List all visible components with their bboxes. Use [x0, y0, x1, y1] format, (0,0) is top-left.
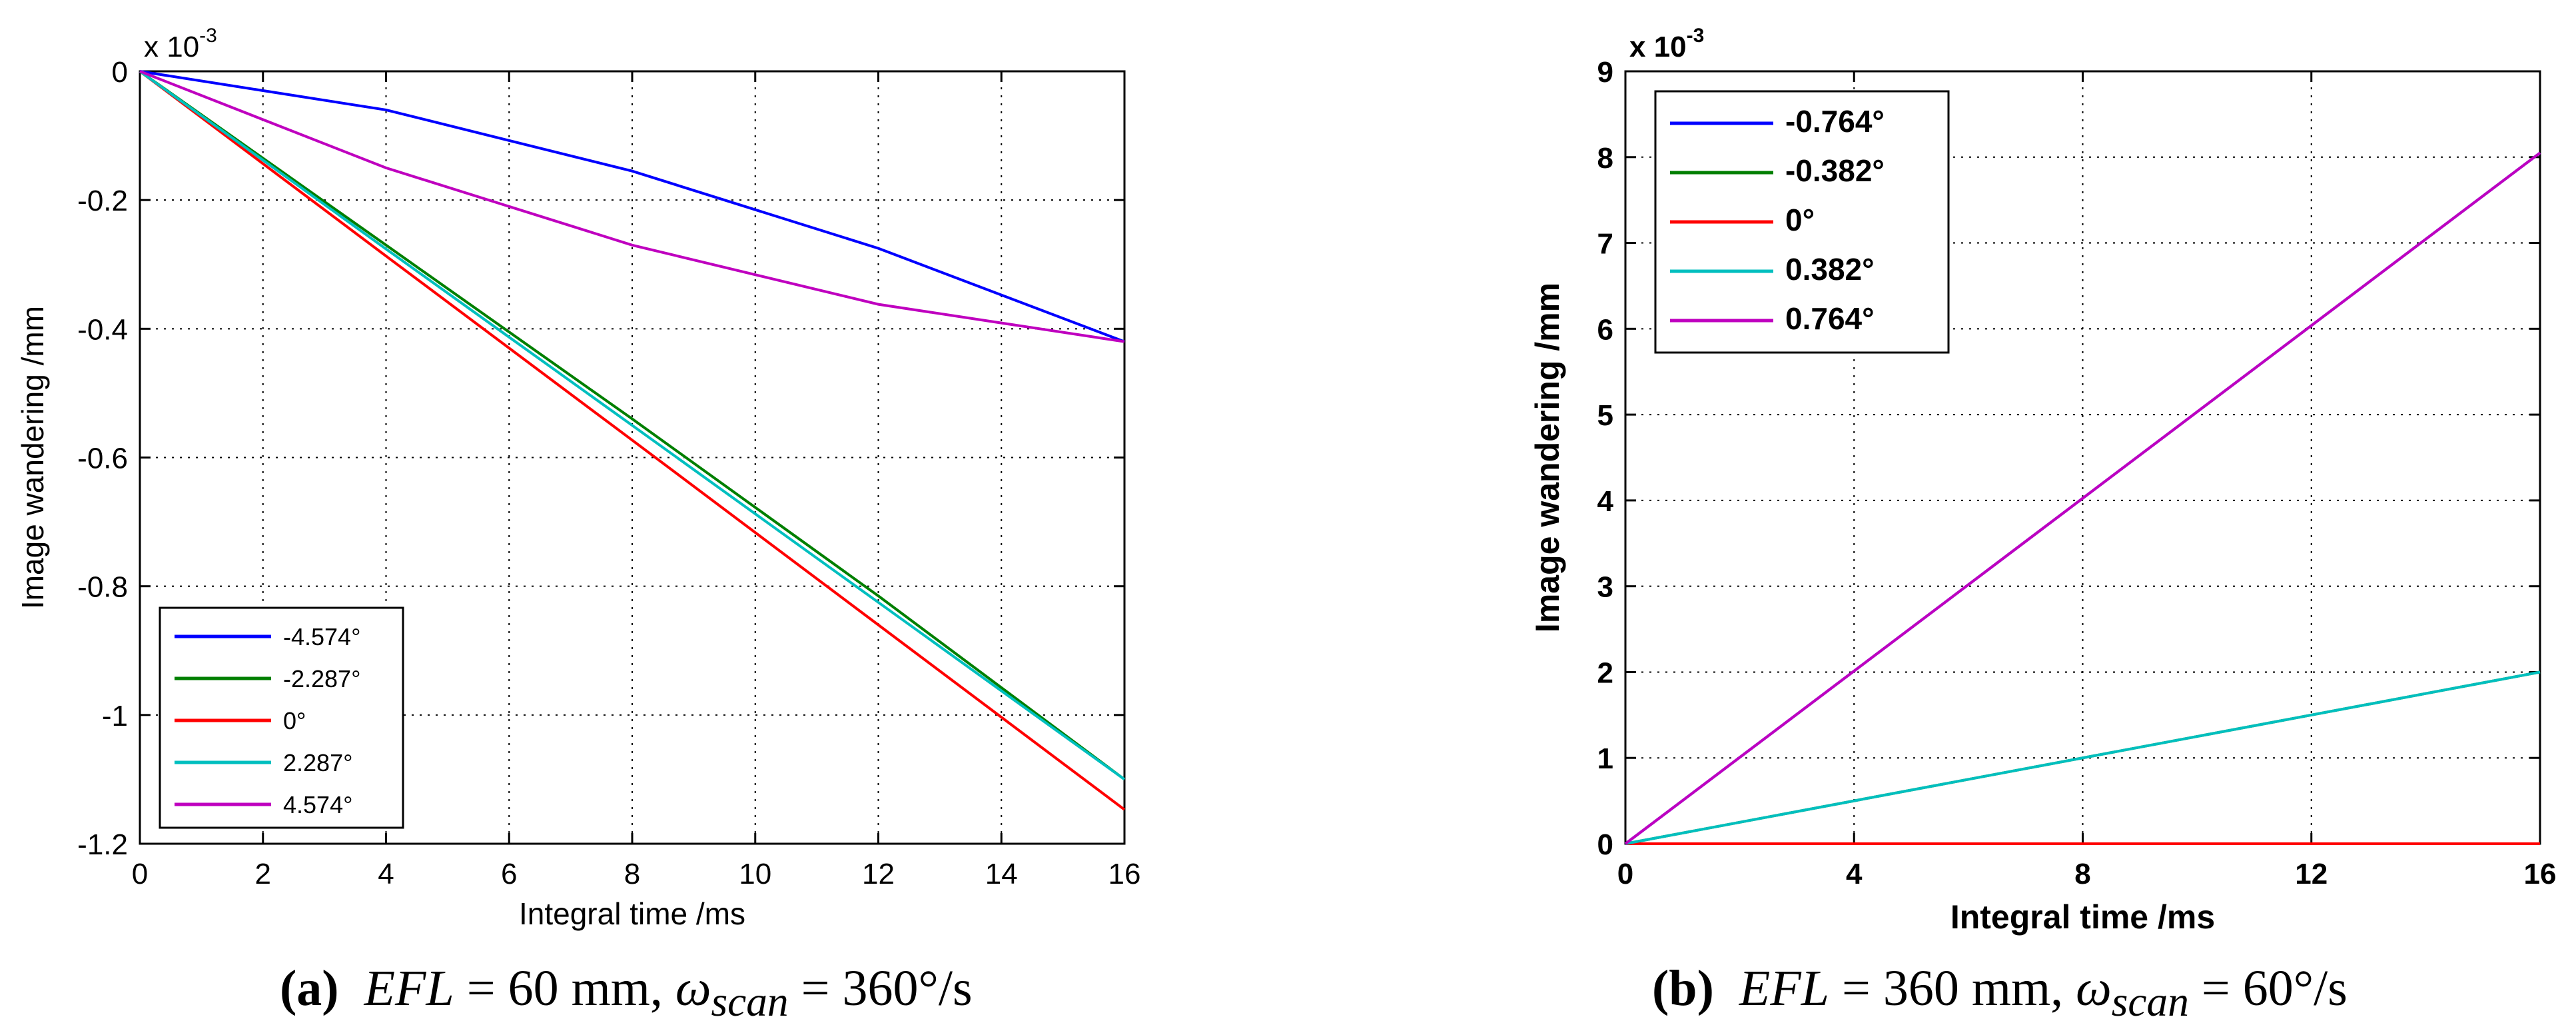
- chartb-x-axis-label: Integral time /ms: [1950, 898, 2215, 936]
- chartb-exponent-label: x 10-3: [1629, 25, 1704, 63]
- caption-b-efl-value: = 360 mm,: [1829, 960, 2076, 1016]
- chartb-legend-label-2: 0°: [1785, 203, 1815, 237]
- charta-y-tick-label: -0.8: [77, 571, 128, 604]
- charta-legend-label-1: -2.287°: [283, 665, 360, 692]
- charta-legend-label-3: 2.287°: [283, 749, 352, 776]
- charta-legend-label-4: 4.574°: [283, 791, 352, 818]
- charta-x-tick-label: 12: [862, 858, 895, 890]
- chartb-legend-label-0: -0.764°: [1785, 104, 1885, 139]
- charta-x-tick-label: 6: [501, 858, 517, 890]
- charta-y-axis-label: Image wandering /mm: [15, 306, 50, 609]
- caption-a-omega: ω: [675, 960, 711, 1016]
- charta-series-line-0: [139, 70, 1125, 343]
- chartb-y-tick-label: 8: [1597, 142, 1613, 175]
- chartb-series-line-4: [1624, 151, 2541, 845]
- charta-series-line-1: [139, 70, 1126, 781]
- chartb-x-tick-label: 0: [1617, 858, 1633, 890]
- charta-y-tick-label: -0.2: [77, 185, 128, 217]
- caption-b-efl: EFL: [1739, 960, 1830, 1016]
- chartb-legend-label-1: -0.382°: [1785, 153, 1885, 188]
- charta-x-tick-label: 14: [985, 858, 1018, 890]
- caption-a: (a) EFL = 60 mm, ωscan = 360°/s: [280, 960, 973, 1026]
- charta-x-axis-label: Integral time /ms: [519, 896, 745, 931]
- chartb-y-tick-label: 3: [1597, 571, 1613, 604]
- chartb-legend-label-3: 0.382°: [1785, 252, 1875, 287]
- charta-legend-box: [159, 606, 404, 829]
- charta-y-tick-label: 0: [112, 56, 128, 89]
- charta-x-tick-label: 16: [1108, 858, 1141, 890]
- caption-b-omega-sub: scan: [2111, 978, 2189, 1026]
- charta-x-tick-label: 10: [739, 858, 771, 890]
- caption-b-omega: ω: [2076, 960, 2112, 1016]
- charta-y-tick-label: -1.2: [77, 828, 128, 861]
- charta-exponent-label: x 10-3: [144, 25, 217, 63]
- chartb-legend-label-4: 0.764°: [1785, 301, 1875, 336]
- charta-legend-label-0: -4.574°: [283, 623, 360, 650]
- chartb-y-tick-label: 5: [1597, 399, 1613, 432]
- caption-b-label: (b): [1652, 960, 1714, 1016]
- chartb-x-tick-label: 8: [2074, 858, 2090, 890]
- charta-exponent-power: -3: [199, 25, 217, 47]
- chartb-y-tick-label: 7: [1597, 228, 1613, 261]
- caption-b-omega-value: = 60°/s: [2188, 960, 2348, 1016]
- charta-y-tick-label: -0.6: [77, 443, 128, 475]
- caption-a-label: (a): [280, 960, 339, 1016]
- caption-a-efl-value: = 60 mm,: [454, 960, 675, 1016]
- charta-series-line-3: [139, 70, 1126, 781]
- chartb-y-tick-label: 9: [1597, 56, 1613, 89]
- chartb-exponent-power: -3: [1687, 25, 1705, 47]
- chartb-y-tick-label: 0: [1597, 828, 1613, 861]
- charta-legend-label-2: 0°: [283, 707, 306, 734]
- chartb-y-tick-label: 4: [1597, 485, 1614, 518]
- charta-y-tick-label: -0.4: [77, 313, 128, 346]
- charta-x-tick-label: 2: [255, 858, 271, 890]
- charta-x-tick-label: 4: [378, 858, 394, 890]
- charta-x-tick-label: 0: [132, 858, 148, 890]
- charta-series-line-4: [139, 70, 1125, 343]
- caption-a-omega-value: = 360°/s: [788, 960, 973, 1016]
- chartb-x-tick-label: 12: [2295, 858, 2328, 890]
- caption-a-omega-sub: scan: [711, 978, 789, 1026]
- chartb-series-line-3: [1625, 670, 2541, 845]
- charta-x-tick-label: 8: [624, 858, 640, 890]
- caption-b: (b) EFL = 360 mm, ωscan = 60°/s: [1652, 960, 2348, 1026]
- chartb-y-tick-label: 1: [1597, 742, 1613, 775]
- chartb-y-tick-label: 6: [1597, 313, 1613, 346]
- chartb-y-tick-label: 2: [1597, 656, 1613, 689]
- chartb-x-tick-label: 16: [2524, 858, 2557, 890]
- caption-a-efl: EFL: [364, 960, 454, 1016]
- charta-series-line-2: [139, 70, 1126, 811]
- charta-y-tick-label: -1: [102, 700, 128, 732]
- chartb-y-axis-label: Image wandering /mm: [1529, 283, 1566, 632]
- chartb-x-tick-label: 4: [1846, 858, 1863, 890]
